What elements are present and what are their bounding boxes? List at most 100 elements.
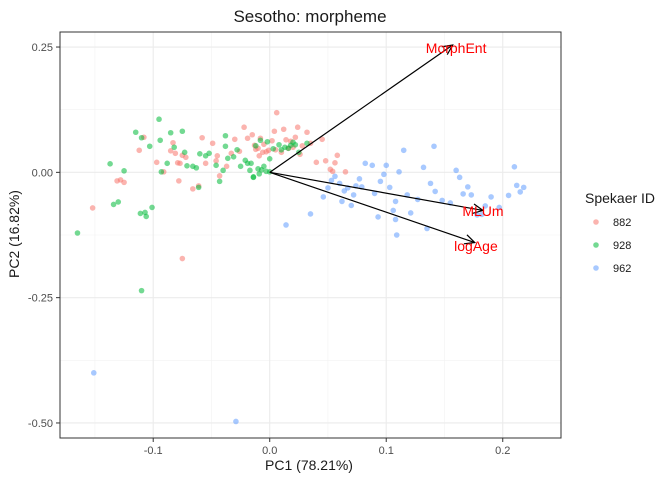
point-speaker-882 [269, 137, 275, 144]
point-speaker-928 [138, 134, 145, 141]
x-tick-label: -0.1 [144, 445, 163, 457]
point-speaker-962 [348, 202, 355, 209]
point-speaker-962 [369, 162, 376, 169]
point-speaker-962 [431, 143, 437, 150]
arrow-head-MLUm [472, 203, 485, 214]
point-speaker-882 [273, 109, 280, 116]
arrow-label-logAge: logAge [454, 238, 498, 254]
point-speaker-962 [482, 203, 489, 209]
arrow-head-logAge [463, 234, 477, 245]
point-speaker-962 [496, 204, 503, 211]
point-speaker-962 [375, 214, 381, 220]
point-speaker-928 [237, 163, 244, 170]
point-speaker-928 [158, 169, 165, 175]
point-speaker-928 [146, 143, 153, 150]
point-speaker-882 [334, 152, 341, 159]
point-speaker-928 [167, 129, 174, 136]
data-points [74, 109, 527, 425]
point-speaker-928 [179, 128, 186, 135]
plot-area: MorphEnt MLUm logAge [59, 31, 562, 439]
point-speaker-962 [332, 173, 338, 180]
point-speaker-928 [216, 178, 223, 185]
point-speaker-928 [164, 160, 170, 167]
point-speaker-962 [307, 211, 314, 217]
point-speaker-962 [464, 184, 471, 190]
point-speaker-962 [392, 198, 399, 205]
point-speaker-928 [220, 167, 226, 174]
point-speaker-928 [138, 287, 145, 294]
arrow-line-MLUm [269, 171, 484, 212]
point-speaker-928 [213, 162, 219, 169]
point-speaker-962 [393, 232, 400, 238]
point-speaker-882 [170, 139, 176, 146]
point-speaker-882 [172, 150, 179, 157]
point-speaker-928 [157, 137, 163, 144]
point-speaker-928 [193, 165, 200, 171]
x-axis: -0.1 0.0 0.1 0.2 [144, 438, 510, 457]
point-speaker-962 [517, 189, 524, 195]
y-axis-title: PC2 (16.82%) [6, 190, 22, 278]
y-axis: -0.50 -0.25 0.00 0.25 [28, 42, 60, 430]
point-speaker-962 [420, 164, 427, 171]
arrow-label-MorphEnt: MorphEnt [426, 40, 487, 56]
legend-label-882: 882 [613, 217, 631, 229]
point-speaker-882 [244, 135, 251, 142]
point-speaker-882 [177, 160, 183, 167]
legend-label-928: 928 [613, 240, 631, 252]
point-speaker-962 [520, 184, 527, 191]
point-speaker-928 [115, 199, 122, 205]
point-speaker-928 [222, 143, 229, 150]
point-speaker-962 [320, 194, 327, 200]
point-speaker-962 [460, 191, 466, 197]
point-speaker-928 [171, 144, 177, 151]
point-speaker-962 [356, 176, 363, 182]
point-speaker-928 [266, 156, 273, 162]
point-speaker-962 [339, 198, 345, 205]
point-speaker-928 [247, 167, 253, 174]
point-speaker-882 [241, 124, 247, 131]
point-speaker-882 [89, 205, 96, 211]
point-speaker-882 [209, 140, 216, 147]
point-speaker-962 [325, 185, 331, 191]
point-speaker-882 [199, 134, 205, 141]
point-speaker-962 [396, 169, 402, 175]
point-speaker-962 [90, 370, 97, 376]
y-tick-label: -0.25 [28, 293, 53, 305]
point-speaker-882 [329, 168, 336, 175]
legend-label-962: 962 [613, 263, 631, 275]
arrow-line-logAge [269, 171, 475, 244]
point-speaker-882 [183, 154, 189, 161]
loading-arrows: MorphEnt MLUm logAge [269, 40, 504, 254]
point-speaker-882 [223, 163, 230, 170]
point-speaker-882 [283, 136, 289, 143]
point-speaker-928 [276, 141, 282, 148]
point-speaker-962 [407, 210, 414, 216]
point-speaker-962 [474, 212, 480, 218]
point-speaker-962 [478, 211, 485, 218]
x-tick-label: 0.0 [262, 445, 277, 457]
point-speaker-962 [377, 178, 384, 185]
point-speaker-928 [252, 142, 259, 149]
point-speaker-962 [390, 207, 397, 214]
point-speaker-928 [143, 213, 150, 220]
point-speaker-882 [265, 147, 272, 154]
point-speaker-882 [280, 126, 287, 133]
point-speaker-962 [488, 194, 494, 200]
point-speaker-962 [513, 182, 520, 189]
legend-title: Spekaer ID [585, 190, 655, 206]
y-tick-label: 0.25 [32, 42, 53, 54]
point-speaker-962 [427, 180, 434, 187]
point-speaker-928 [248, 160, 254, 167]
x-tick-label: 0.1 [379, 445, 394, 457]
point-speaker-962 [432, 188, 438, 195]
point-speaker-928 [250, 174, 257, 180]
point-speaker-928 [304, 140, 310, 147]
point-speaker-928 [264, 138, 271, 145]
point-speaker-882 [292, 134, 299, 141]
point-speaker-928 [222, 132, 229, 139]
point-speaker-928 [197, 151, 203, 157]
point-speaker-882 [121, 179, 127, 186]
point-speaker-928 [270, 145, 277, 152]
point-speaker-882 [256, 153, 263, 159]
point-speaker-882 [190, 186, 196, 192]
